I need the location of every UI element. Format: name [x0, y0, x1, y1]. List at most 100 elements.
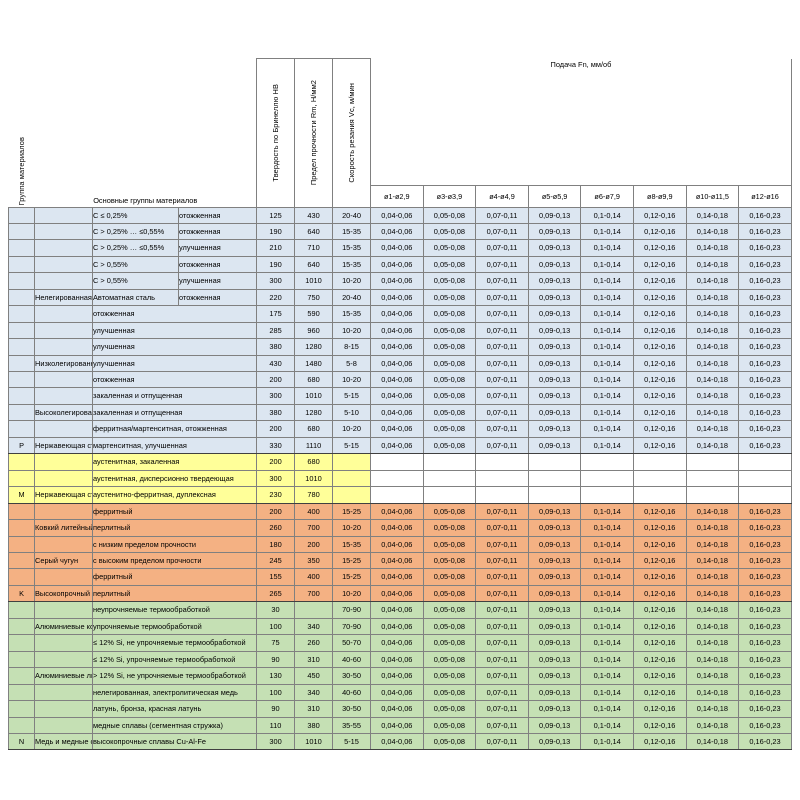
cell-hardness[interactable]: 30: [256, 601, 296, 619]
cell-feed-8[interactable]: 0,16-0,23: [738, 222, 792, 241]
cell-strength[interactable]: 750: [294, 288, 334, 307]
cell-cutting-speed[interactable]: 30-50: [332, 667, 372, 685]
cell-feed-3[interactable]: 0,07-0,11: [475, 650, 529, 669]
cell-group[interactable]: [8, 371, 35, 389]
cell-group[interactable]: [8, 338, 35, 356]
cell-feed-4[interactable]: 0,09-0,13: [527, 535, 582, 554]
cell-material-group[interactable]: Алюминиевые ковкие сплавы: [34, 617, 93, 636]
cell-feed-4[interactable]: 0,09-0,13: [527, 288, 582, 307]
cell-hardness[interactable]: 300: [256, 469, 296, 488]
cell-feed-6[interactable]: [632, 486, 687, 504]
cell-feed-2[interactable]: 0,05-0,08: [422, 634, 477, 652]
cell-group[interactable]: [8, 667, 35, 685]
cell-feed-1[interactable]: 0,04-0,06: [370, 519, 424, 537]
cell-cutting-speed[interactable]: 30-50: [332, 700, 372, 718]
cell-feed-5[interactable]: 0,1-0,14: [580, 716, 634, 735]
cell-feed-1[interactable]: 0,04-0,06: [370, 305, 424, 323]
cell-feed-7[interactable]: 0,14-0,18: [685, 338, 740, 356]
cell-feed-7[interactable]: 0,14-0,18: [685, 272, 740, 290]
cell-feed-6[interactable]: 0,12-0,16: [632, 321, 687, 340]
cell-hardness[interactable]: 200: [256, 502, 296, 521]
cell-feed-5[interactable]: 0,1-0,14: [580, 601, 634, 619]
cell-feed-4[interactable]: 0,09-0,13: [527, 732, 582, 751]
cell-feed-7[interactable]: 0,14-0,18: [685, 650, 740, 669]
cell-feed-4[interactable]: 0,09-0,13: [527, 403, 582, 422]
cell-feed-3[interactable]: [475, 469, 529, 488]
cell-material-group[interactable]: [34, 420, 93, 438]
cell-feed-3[interactable]: 0,07-0,11: [475, 321, 529, 340]
cell-feed-1[interactable]: 0,04-0,06: [370, 568, 424, 586]
cell-group[interactable]: [8, 634, 35, 652]
cell-cutting-speed[interactable]: 20-40: [332, 206, 372, 224]
cell-group[interactable]: [8, 222, 35, 241]
cell-feed-1[interactable]: [370, 453, 424, 471]
cell-hardness[interactable]: 300: [256, 387, 296, 405]
cell-feed-3[interactable]: 0,07-0,11: [475, 519, 529, 537]
cell-cutting-speed[interactable]: [332, 453, 372, 471]
cell-material-group[interactable]: [34, 535, 93, 554]
cell-feed-7[interactable]: 0,14-0,18: [685, 601, 740, 619]
cell-feed-8[interactable]: 0,16-0,23: [738, 420, 792, 438]
cell-condition[interactable]: ферритная/мартенситная, отожженная: [91, 420, 258, 438]
cell-feed-4[interactable]: 0,09-0,13: [527, 338, 582, 356]
cell-condition[interactable]: неупрочняемые термообработкой: [91, 601, 258, 619]
cell-strength[interactable]: 1010: [294, 272, 334, 290]
cell-feed-8[interactable]: 0,16-0,23: [738, 683, 792, 702]
cell-desc-primary[interactable]: C > 0,55%: [92, 272, 179, 290]
table-row[interactable]: улучшенная 380 1280 8-15 0,04-0,06 0,05-0,08 0…: [8, 338, 792, 356]
cell-feed-7[interactable]: [685, 453, 740, 471]
cell-cutting-speed[interactable]: 15-35: [332, 255, 372, 274]
cell-cutting-speed[interactable]: 8-15: [332, 338, 372, 356]
cell-hardness[interactable]: 330: [256, 436, 296, 455]
cell-feed-1[interactable]: 0,04-0,06: [370, 700, 424, 718]
cell-hardness[interactable]: 200: [256, 420, 296, 438]
cell-group[interactable]: [8, 716, 35, 735]
cell-hardness[interactable]: 100: [256, 617, 296, 636]
cell-feed-5[interactable]: 0,1-0,14: [580, 502, 634, 521]
cell-feed-3[interactable]: 0,07-0,11: [475, 255, 529, 274]
cell-hardness[interactable]: 230: [256, 486, 296, 504]
cell-feed-2[interactable]: 0,05-0,08: [422, 519, 477, 537]
cell-feed-6[interactable]: 0,12-0,16: [632, 535, 687, 554]
cell-feed-1[interactable]: 0,04-0,06: [370, 650, 424, 669]
table-row[interactable]: отожженная 175 590 15-35 0,04-0,06 0,05-0,08 0…: [8, 305, 792, 323]
cell-feed-2[interactable]: 0,05-0,08: [422, 354, 477, 373]
cell-feed-8[interactable]: 0,16-0,23: [738, 601, 792, 619]
cell-cutting-speed[interactable]: 20-40: [332, 288, 372, 307]
cell-feed-4[interactable]: 0,09-0,13: [527, 255, 582, 274]
cell-feed-1[interactable]: 0,04-0,06: [370, 436, 424, 455]
cell-desc-primary[interactable]: C > 0,55%: [92, 255, 179, 274]
cell-hardness[interactable]: 155: [256, 568, 296, 586]
cell-material-group[interactable]: [34, 634, 93, 652]
cell-cutting-speed[interactable]: 10-20: [332, 321, 372, 340]
cell-hardness[interactable]: 210: [256, 239, 296, 257]
cell-hardness[interactable]: 75: [256, 634, 296, 652]
cell-feed-6[interactable]: 0,12-0,16: [632, 700, 687, 718]
cell-feed-4[interactable]: 0,09-0,13: [527, 354, 582, 373]
cell-strength[interactable]: 640: [294, 255, 334, 274]
cell-feed-2[interactable]: 0,05-0,08: [422, 700, 477, 718]
cell-desc-secondary[interactable]: улучшенная: [177, 272, 258, 290]
cell-feed-4[interactable]: [527, 469, 582, 488]
cell-feed-5[interactable]: 0,1-0,14: [580, 568, 634, 586]
cell-feed-5[interactable]: 0,1-0,14: [580, 272, 634, 290]
cell-feed-6[interactable]: [632, 469, 687, 488]
cell-group[interactable]: [8, 288, 35, 307]
cell-feed-5[interactable]: 0,1-0,14: [580, 617, 634, 636]
cell-feed-6[interactable]: 0,12-0,16: [632, 222, 687, 241]
cell-feed-6[interactable]: 0,12-0,16: [632, 206, 687, 224]
table-row[interactable]: Серый чугун с высоким пределом прочности 2…: [8, 552, 792, 570]
cell-feed-7[interactable]: 0,14-0,18: [685, 403, 740, 422]
cell-cutting-speed[interactable]: 70-90: [332, 617, 372, 636]
cell-feed-3[interactable]: 0,07-0,11: [475, 617, 529, 636]
cell-feed-8[interactable]: 0,16-0,23: [738, 667, 792, 685]
cell-group[interactable]: [8, 535, 35, 554]
cell-feed-6[interactable]: 0,12-0,16: [632, 601, 687, 619]
table-row[interactable]: закаленная и отпущенная 300 1010 5-15 0,04-0…: [8, 387, 792, 405]
cell-feed-1[interactable]: [370, 469, 424, 488]
cell-feed-8[interactable]: 0,16-0,23: [738, 568, 792, 586]
cell-feed-4[interactable]: 0,09-0,13: [527, 239, 582, 257]
cell-feed-6[interactable]: 0,12-0,16: [632, 371, 687, 389]
cell-feed-5[interactable]: [580, 469, 634, 488]
cell-feed-6[interactable]: 0,12-0,16: [632, 387, 687, 405]
